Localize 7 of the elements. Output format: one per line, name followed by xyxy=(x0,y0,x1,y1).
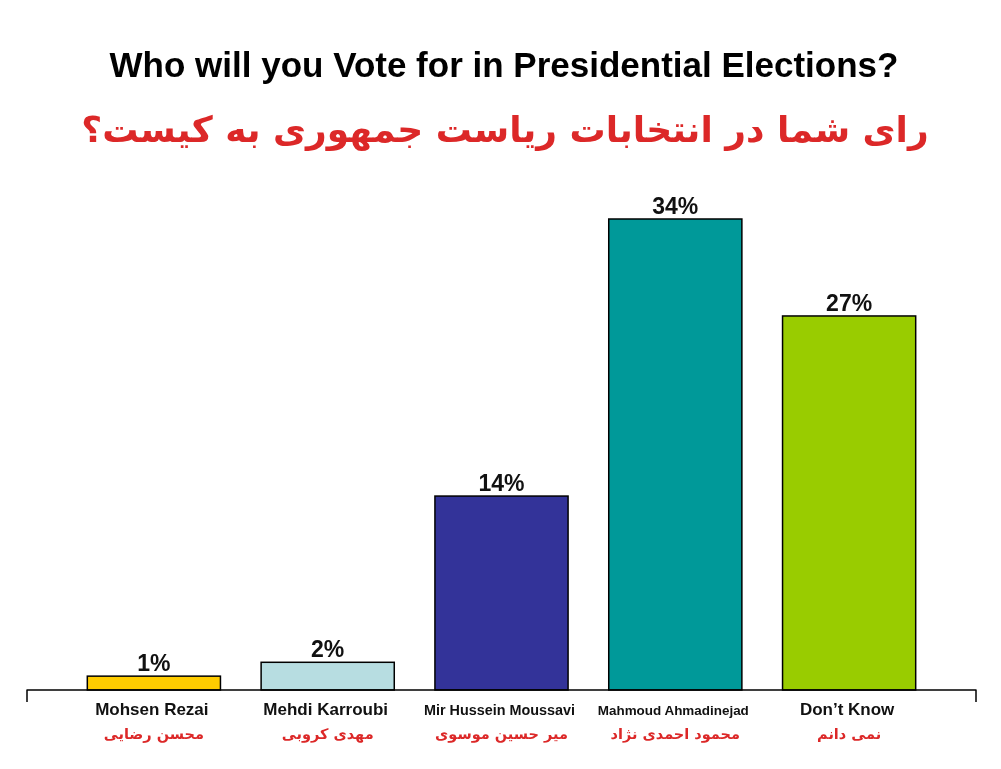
data-label: 34% xyxy=(652,193,699,219)
data-label: 14% xyxy=(478,470,525,497)
data-label: 1% xyxy=(137,650,171,677)
data-label: 27% xyxy=(826,289,873,316)
chart-subtitle: رای شما در انتخابات ریاست جمهوری به کیست؟ xyxy=(81,109,929,151)
chart-title: Who will you Vote for in Presidential Elections? xyxy=(109,45,899,84)
data-label: 2% xyxy=(311,636,345,663)
